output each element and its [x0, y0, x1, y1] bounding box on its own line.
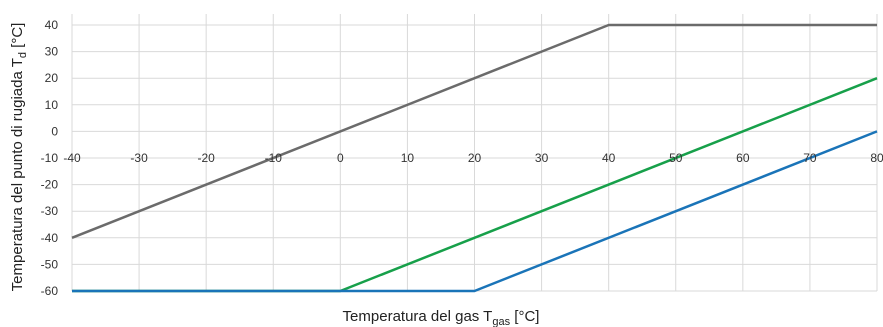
- x-axis-title-unit: [°C]: [510, 308, 539, 325]
- y-tick-label: 10: [45, 98, 59, 112]
- x-tick-label: 10: [401, 151, 415, 165]
- series-line: [71, 23, 877, 239]
- y-tick-label: 0: [51, 124, 58, 138]
- x-tick-label: -10: [265, 151, 283, 165]
- x-tick-labels: -40 -30 -20 -10 0 10 20 30 40 50 60 70 80: [63, 151, 883, 165]
- x-tick-label: -30: [130, 151, 148, 165]
- x-tick-label: 60: [736, 151, 750, 165]
- x-axis-title-subscript: gas: [492, 316, 510, 327]
- x-tick-label: -40: [63, 151, 81, 165]
- x-tick-label: 80: [870, 151, 883, 165]
- y-tick-label: 20: [45, 71, 59, 85]
- x-tick-label: 0: [337, 151, 344, 165]
- x-tick-label: 50: [669, 151, 683, 165]
- series-lines: [71, 23, 878, 293]
- x-tick-label: 20: [468, 151, 482, 165]
- y-tick-label: -60: [41, 284, 59, 298]
- x-tick-label: -20: [197, 151, 215, 165]
- y-tick-label: 30: [45, 45, 59, 59]
- x-tick-label: 40: [602, 151, 616, 165]
- y-tick-label: -20: [41, 178, 59, 192]
- y-axis-title-main: Temperatura del punto di rugiada T: [9, 58, 26, 291]
- y-tick-label: 40: [45, 18, 59, 32]
- y-axis-title-subscript: d: [17, 52, 29, 58]
- series-line: [72, 130, 878, 293]
- y-axis-title: Temperatura del punto di rugiada Td [°C]: [9, 23, 29, 292]
- y-tick-label: -50: [41, 257, 59, 271]
- x-tick-label: 30: [535, 151, 549, 165]
- y-tick-label: -40: [41, 231, 59, 245]
- x-axis-title: Temperatura del gas Tgas [°C]: [343, 308, 540, 327]
- y-tick-label: -10: [41, 151, 59, 165]
- y-tick-labels: 40 30 20 10 0 -10 -20 -30 -40 -50 -60: [41, 18, 59, 298]
- y-tick-label: -30: [41, 204, 59, 218]
- x-axis-title-main: Temperatura del gas T: [343, 308, 493, 325]
- x-tick-label: 70: [803, 151, 817, 165]
- y-axis-title-unit: [°C]: [9, 23, 26, 52]
